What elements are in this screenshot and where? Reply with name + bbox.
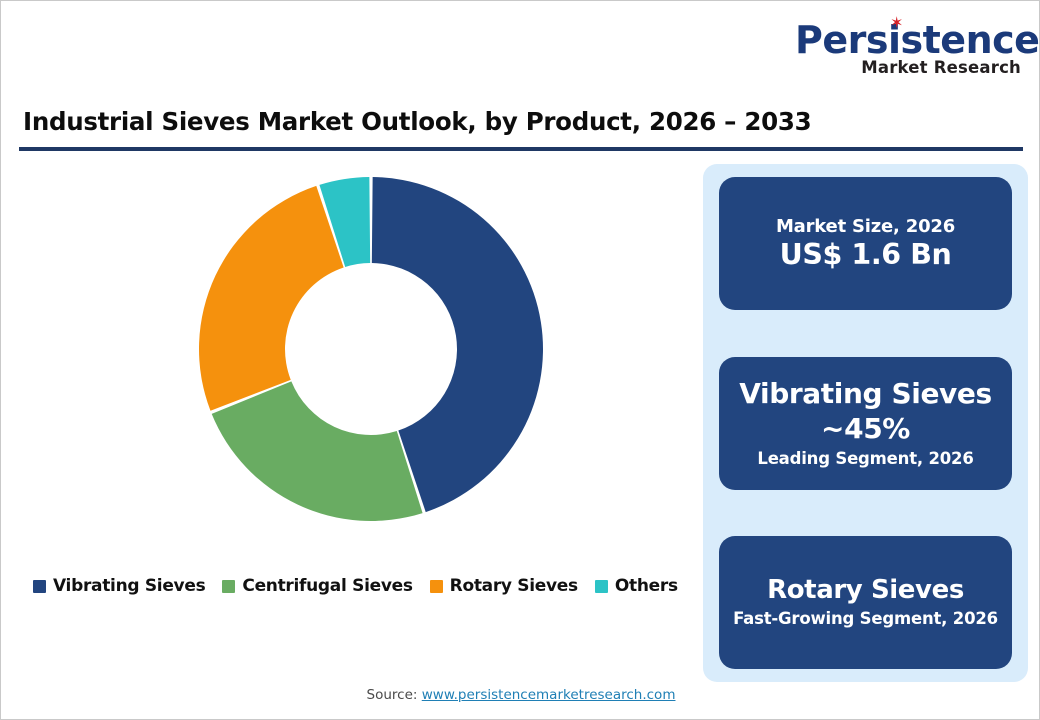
stat-card-leading-segment: Vibrating Sieves ~45% Leading Segment, 2…	[719, 356, 1012, 490]
legend-label: Centrifugal Sieves	[242, 576, 413, 596]
source-prefix: Source:	[366, 687, 422, 703]
chart-legend: Vibrating Sieves Centrifugal Sieves Rota…	[33, 576, 678, 596]
title-divider	[19, 147, 1023, 151]
donut-chart	[191, 169, 551, 529]
donut-slice-others[interactable]	[319, 177, 371, 267]
donut-slices	[199, 177, 543, 521]
legend-label: Rotary Sieves	[449, 576, 578, 596]
stat-card-value: US$ 1.6 Bn	[779, 238, 952, 272]
stat-card-caption: Leading Segment, 2026	[757, 449, 974, 469]
donut-slice-centrifugal-sieves[interactable]	[211, 381, 423, 521]
donut-chart-svg	[199, 177, 543, 521]
legend-label: Others	[614, 576, 678, 596]
stat-card-headline: Vibrating Sieves	[739, 377, 992, 411]
donut-slice-rotary-sieves[interactable]	[199, 185, 344, 411]
legend-swatch-icon	[429, 579, 443, 593]
source-line: Source: www.persistencemarketresearch.co…	[1, 687, 1039, 703]
stat-card-headline: Rotary Sieves	[767, 575, 964, 606]
stat-card-market-size: Market Size, 2026 US$ 1.6 Bn	[719, 177, 1012, 310]
legend-item-vibrating-sieves[interactable]: Vibrating Sieves	[33, 576, 206, 596]
stat-card-value: ~45%	[821, 412, 910, 446]
brand-name: Persistence ✶	[795, 15, 1040, 62]
brand-name-text: Persistence	[795, 18, 1040, 62]
source-link[interactable]: www.persistencemarketresearch.com	[421, 687, 676, 703]
donut-slice-vibrating-sieves[interactable]	[371, 177, 543, 513]
stat-card-caption: Fast-Growing Segment, 2026	[733, 609, 998, 629]
stat-card-fast-growing-segment: Rotary Sieves Fast-Growing Segment, 2026	[719, 536, 1012, 669]
legend-item-rotary-sieves[interactable]: Rotary Sieves	[429, 576, 578, 596]
stats-panel: Market Size, 2026 US$ 1.6 Bn Vibrating S…	[703, 164, 1028, 682]
page-title: Industrial Sieves Market Outlook, by Pro…	[23, 107, 812, 136]
brand-tagline: Market Research	[861, 58, 1021, 77]
legend-label: Vibrating Sieves	[53, 576, 206, 596]
legend-swatch-icon	[222, 579, 236, 593]
stat-card-caption: Market Size, 2026	[775, 215, 956, 237]
legend-item-centrifugal-sieves[interactable]: Centrifugal Sieves	[222, 576, 413, 596]
legend-swatch-icon	[33, 579, 46, 593]
brand-logo: Persistence ✶ Market Research	[795, 15, 1039, 77]
legend-item-others[interactable]: Others	[594, 576, 678, 596]
star-icon: ✶	[890, 13, 903, 32]
legend-swatch-icon	[594, 579, 608, 593]
